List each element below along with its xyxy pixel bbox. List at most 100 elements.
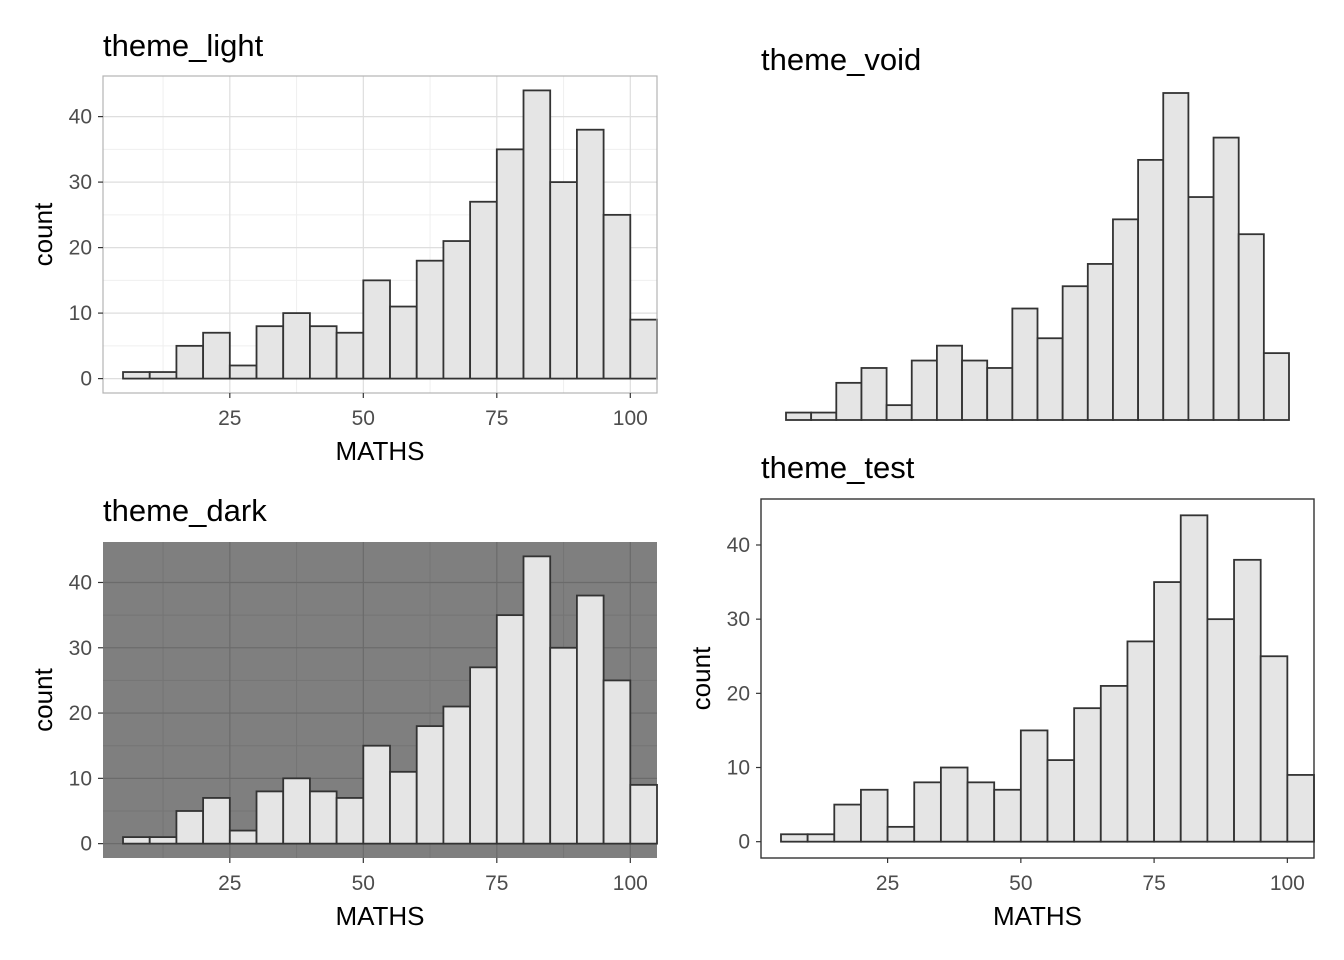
x-tick-label: 25 — [218, 872, 241, 895]
histogram-bar — [1259, 655, 1289, 843]
bars — [122, 89, 658, 380]
histogram-bar — [1099, 685, 1129, 843]
panel-title: theme_dark — [103, 493, 267, 528]
x-tick-label: 75 — [485, 407, 508, 430]
histogram-bar — [228, 364, 258, 380]
histogram-bar — [469, 666, 498, 845]
histogram-bar — [1073, 707, 1102, 843]
histogram-bar — [122, 836, 151, 845]
histogram-bar — [780, 833, 809, 843]
x-axis-title: MATHS — [335, 901, 424, 931]
bars — [780, 514, 1315, 843]
y-tick-label: 20 — [727, 682, 750, 705]
axis-ticks: 0 10 20 30 40 25 50 75 100 — [69, 106, 648, 430]
histogram-bar — [442, 705, 472, 845]
y-tick-label: 0 — [80, 833, 92, 856]
histogram-bar — [122, 371, 151, 380]
histogram-bar — [1212, 136, 1240, 421]
histogram-bar — [993, 788, 1022, 843]
histogram-bar — [860, 367, 888, 421]
histogram-bar — [961, 359, 989, 421]
histogram-bar — [282, 312, 311, 380]
histogram-bar — [362, 279, 391, 380]
histogram-bar — [833, 803, 862, 843]
histogram-bar — [810, 411, 838, 421]
histogram-bar — [415, 259, 445, 380]
panel-light: 0 10 20 30 40 25 50 75 100 MATHS count theme_light — [28, 28, 658, 466]
histogram-bar — [495, 614, 525, 845]
histogram-bar — [860, 788, 889, 843]
histogram-bar — [602, 213, 632, 380]
histogram-bar — [576, 128, 605, 380]
y-tick-label: 20 — [69, 237, 92, 260]
panel-test: 0 10 20 30 40 25 50 75 100 MATHS count theme_test — [686, 450, 1315, 931]
histogram-bar — [1206, 618, 1235, 843]
panel-dark: 0 10 20 30 40 25 50 75 100 MATHS count theme_dark — [28, 493, 658, 931]
panel-void: theme_void — [761, 42, 1290, 421]
panel-border — [760, 498, 1315, 859]
y-tick-label: 0 — [80, 368, 92, 391]
histogram-bar — [1019, 729, 1049, 843]
y-tick-label: 30 — [727, 608, 750, 631]
histogram-bar — [910, 359, 938, 421]
histogram-bar — [549, 181, 578, 380]
histogram-bar — [806, 833, 836, 843]
x-tick-label: 100 — [613, 872, 648, 895]
y-tick-label: 20 — [69, 702, 92, 725]
panel-title: theme_void — [761, 42, 921, 77]
y-tick-label: 10 — [69, 302, 92, 325]
histogram-bar — [389, 770, 418, 845]
x-tick-label: 50 — [1009, 872, 1032, 895]
histogram-bar — [442, 240, 472, 380]
x-tick-label: 50 — [352, 872, 375, 895]
x-axis-title: MATHS — [993, 901, 1082, 931]
histogram-bar — [602, 679, 632, 845]
x-tick-label: 75 — [1142, 872, 1165, 895]
histogram-bar — [1011, 307, 1039, 421]
y-tick-label: 0 — [738, 831, 750, 854]
histogram-bar — [522, 89, 552, 380]
histogram-bar — [1036, 337, 1064, 421]
histogram-bar — [1126, 640, 1155, 843]
histogram-bar — [1237, 233, 1265, 421]
histogram-bar — [886, 825, 916, 843]
axis-ticks: 0 10 20 30 40 25 50 75 100 — [727, 534, 1305, 895]
y-axis-title: count — [28, 202, 58, 266]
histogram-bar — [148, 836, 178, 845]
histogram-bar — [1046, 759, 1076, 843]
histogram-bar — [1162, 92, 1190, 421]
x-axis-title: MATHS — [335, 436, 424, 466]
y-tick-label: 30 — [69, 171, 92, 194]
histogram-bar — [495, 148, 525, 380]
x-tick-label: 50 — [352, 407, 375, 430]
histogram-bar — [335, 331, 365, 380]
histogram-bar — [1187, 196, 1215, 421]
histogram-bar — [202, 797, 231, 845]
histogram-bar — [549, 646, 578, 845]
histogram-bar — [835, 381, 863, 421]
histogram-bar — [202, 331, 231, 380]
histogram-bar — [1262, 352, 1290, 421]
histogram-bar — [148, 371, 178, 380]
histogram-bar — [309, 790, 338, 845]
histogram-bar — [939, 766, 969, 843]
histogram-bar — [1086, 263, 1114, 421]
histogram-bar — [1061, 285, 1089, 421]
histogram-bar — [522, 555, 552, 845]
x-tick-label: 25 — [876, 872, 899, 895]
bars — [122, 555, 658, 845]
histogram-bar — [986, 367, 1014, 421]
panel-title: theme_test — [761, 450, 915, 485]
histogram-bar — [629, 318, 658, 380]
histogram-bar — [255, 790, 285, 845]
y-tick-label: 40 — [727, 534, 750, 557]
histogram-bar — [282, 777, 311, 845]
histogram-bar — [255, 325, 285, 380]
histogram-bar — [175, 810, 205, 845]
histogram-bar — [415, 725, 445, 845]
x-tick-label: 100 — [1270, 872, 1305, 895]
histogram-bar — [362, 744, 391, 845]
y-tick-label: 10 — [727, 757, 750, 780]
y-tick-label: 30 — [69, 637, 92, 660]
